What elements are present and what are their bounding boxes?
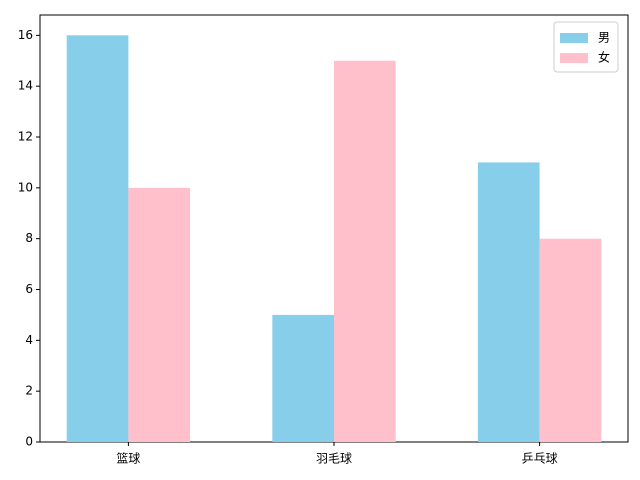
y-tick-label: 16 <box>18 28 33 42</box>
legend-swatch <box>560 53 588 63</box>
legend-label: 女 <box>598 50 610 65</box>
bar <box>66 35 129 442</box>
y-tick-label: 14 <box>18 79 33 93</box>
x-tick-label: 乒乓球 <box>522 452 558 466</box>
legend-box <box>553 21 619 73</box>
x-tick-label: 羽毛球 <box>316 452 352 466</box>
y-tick-label: 0 <box>25 435 33 449</box>
y-tick-label: 6 <box>25 282 33 296</box>
y-tick-label: 10 <box>18 180 33 194</box>
bar <box>477 162 540 442</box>
y-tick-label: 2 <box>25 384 33 398</box>
bar <box>272 314 334 442</box>
legend-swatch <box>560 33 588 43</box>
x-tick-label: 篮球 <box>116 451 140 466</box>
bar <box>128 187 191 442</box>
y-tick-label: 8 <box>25 231 33 245</box>
y-tick-label: 12 <box>18 130 33 144</box>
bar <box>334 60 396 442</box>
bar <box>539 238 602 442</box>
y-tick-label: 4 <box>25 333 33 347</box>
legend-label: 男 <box>598 31 610 45</box>
